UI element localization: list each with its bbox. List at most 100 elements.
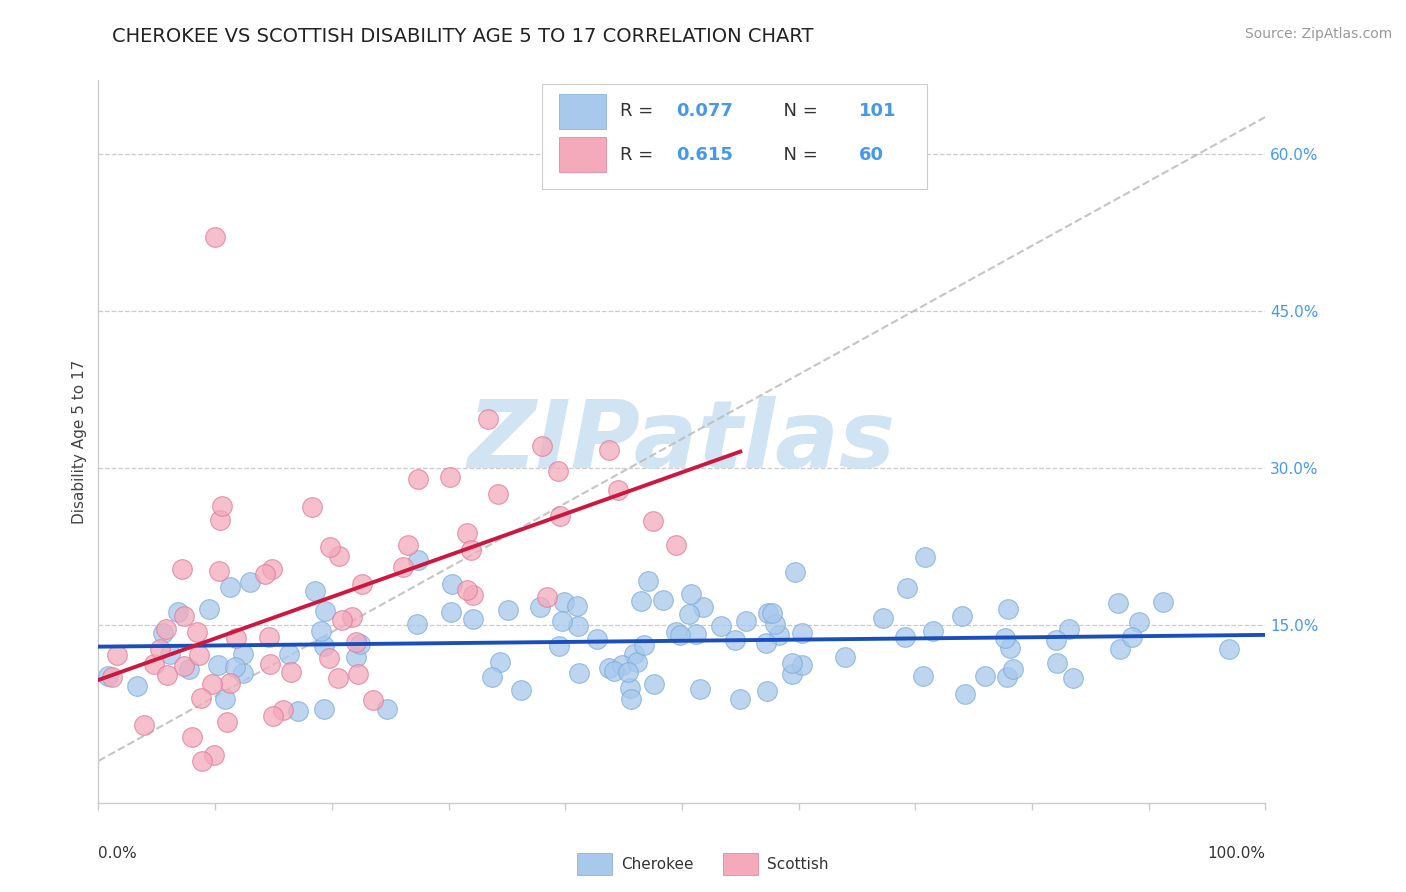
Point	[214, 691, 236, 706]
Point	[755, 683, 778, 698]
Point	[456, 583, 478, 598]
Point	[894, 630, 917, 644]
Point	[603, 665, 626, 679]
Point	[208, 564, 231, 578]
Point	[547, 464, 569, 478]
Point	[912, 669, 935, 683]
Point	[287, 704, 309, 718]
Point	[1121, 631, 1143, 645]
Point	[550, 614, 572, 628]
Point	[529, 599, 551, 614]
Point	[280, 665, 302, 680]
Point	[301, 500, 323, 515]
FancyBboxPatch shape	[576, 854, 612, 875]
Point	[586, 632, 609, 647]
Point	[460, 542, 482, 557]
Point	[330, 613, 353, 627]
Text: 100.0%: 100.0%	[1208, 847, 1265, 861]
Point	[724, 632, 747, 647]
Point	[761, 607, 783, 621]
Point	[463, 588, 485, 602]
Point	[768, 627, 790, 641]
Point	[352, 577, 374, 591]
Point	[440, 605, 463, 619]
Point	[531, 439, 554, 453]
Point	[481, 670, 503, 684]
Point	[790, 626, 813, 640]
Point	[314, 702, 336, 716]
Point	[224, 660, 246, 674]
Point	[1128, 615, 1150, 630]
Point	[155, 622, 177, 636]
Point	[652, 593, 675, 607]
Point	[456, 526, 478, 541]
Point	[219, 675, 242, 690]
Point	[326, 671, 349, 685]
Point	[955, 687, 977, 701]
Point	[166, 606, 188, 620]
Point	[755, 635, 778, 649]
Text: Cherokee: Cherokee	[621, 856, 693, 871]
Point	[156, 667, 179, 681]
Point	[319, 540, 342, 554]
Point	[669, 627, 692, 641]
Point	[208, 513, 231, 527]
Point	[225, 631, 247, 645]
Point	[173, 659, 195, 673]
Point	[872, 610, 894, 624]
Text: 60: 60	[859, 145, 884, 164]
Point	[619, 681, 641, 695]
Point	[101, 670, 124, 684]
Point	[679, 586, 702, 600]
Point	[995, 670, 1018, 684]
Point	[391, 559, 413, 574]
Point	[1002, 662, 1025, 676]
Point	[643, 677, 665, 691]
Point	[598, 443, 620, 458]
Point	[463, 612, 485, 626]
Point	[536, 590, 558, 604]
Point	[217, 715, 239, 730]
FancyBboxPatch shape	[560, 94, 606, 128]
Point	[344, 650, 367, 665]
Point	[406, 553, 429, 567]
Point	[496, 602, 519, 616]
Point	[565, 599, 588, 613]
Point	[262, 709, 284, 723]
Point	[186, 624, 208, 639]
Point	[630, 594, 652, 608]
Point	[780, 667, 803, 681]
Point	[1062, 671, 1084, 685]
Point	[152, 625, 174, 640]
Text: N =: N =	[772, 103, 824, 120]
Point	[344, 635, 367, 649]
Point	[1045, 632, 1067, 647]
Text: CHEROKEE VS SCOTTISH DISABILITY AGE 5 TO 17 CORRELATION CHART: CHEROKEE VS SCOTTISH DISABILITY AGE 5 TO…	[112, 27, 814, 45]
Point	[553, 595, 575, 609]
Point	[692, 600, 714, 615]
Point	[254, 566, 277, 581]
Point	[177, 661, 200, 675]
Point	[328, 549, 350, 563]
Point	[756, 607, 779, 621]
Point	[922, 624, 945, 638]
Point	[198, 602, 221, 616]
Point	[834, 650, 856, 665]
Point	[314, 639, 336, 653]
Point	[191, 754, 214, 768]
Point	[202, 748, 225, 763]
Point	[273, 703, 295, 717]
Point	[510, 683, 533, 698]
Point	[728, 692, 751, 706]
Point	[780, 657, 803, 671]
Point	[188, 648, 211, 662]
Point	[204, 230, 226, 244]
Point	[548, 639, 571, 653]
Point	[685, 627, 707, 641]
Point	[159, 647, 181, 661]
Point	[342, 610, 364, 624]
Point	[623, 647, 645, 661]
Point	[997, 602, 1019, 616]
Point	[626, 655, 648, 669]
Point	[314, 604, 336, 618]
